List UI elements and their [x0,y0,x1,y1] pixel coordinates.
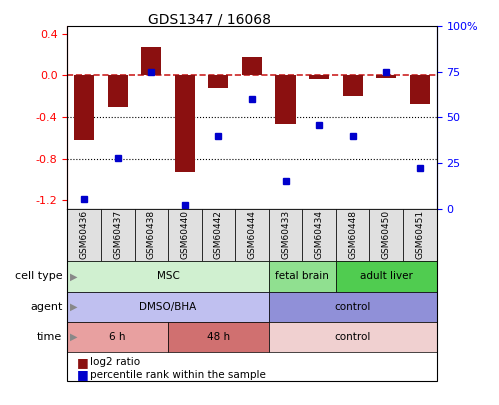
Bar [74,75,94,140]
Text: control: control [334,302,371,312]
Text: ▶: ▶ [70,332,77,342]
Bar [309,75,329,79]
Bar [410,75,430,104]
Text: GSM60434: GSM60434 [315,211,324,259]
Text: time: time [37,332,62,342]
Text: GSM60437: GSM60437 [113,210,122,260]
Text: fetal brain: fetal brain [275,271,329,281]
Bar [108,75,128,107]
Text: GSM60444: GSM60444 [248,211,256,259]
Text: agent: agent [30,302,62,312]
Text: ■: ■ [77,368,89,381]
Text: 48 h: 48 h [207,332,230,342]
Text: GSM60433: GSM60433 [281,210,290,260]
Text: ▶: ▶ [70,271,77,281]
Text: percentile rank within the sample: percentile rank within the sample [90,370,265,379]
Text: control: control [334,332,371,342]
Bar [343,75,363,96]
Text: adult liver: adult liver [360,271,413,281]
Bar [275,75,295,124]
Bar [242,57,262,75]
Text: ▶: ▶ [70,302,77,312]
Text: MSC: MSC [157,271,180,281]
Text: GSM60440: GSM60440 [180,211,189,259]
Text: GSM60448: GSM60448 [348,211,357,259]
Bar [376,75,396,79]
Text: GSM60451: GSM60451 [415,210,424,260]
Text: GSM60436: GSM60436 [80,210,89,260]
Text: GDS1347 / 16068: GDS1347 / 16068 [148,12,271,26]
Text: 6 h: 6 h [109,332,126,342]
Text: ■: ■ [77,356,89,369]
Text: GSM60442: GSM60442 [214,211,223,259]
Text: cell type: cell type [15,271,62,281]
Text: DMSO/BHA: DMSO/BHA [139,302,197,312]
Text: GSM60450: GSM60450 [382,210,391,260]
Bar [141,47,161,75]
Text: log2 ratio: log2 ratio [90,358,140,367]
Text: GSM60438: GSM60438 [147,210,156,260]
Bar [175,75,195,172]
Bar [209,75,229,88]
